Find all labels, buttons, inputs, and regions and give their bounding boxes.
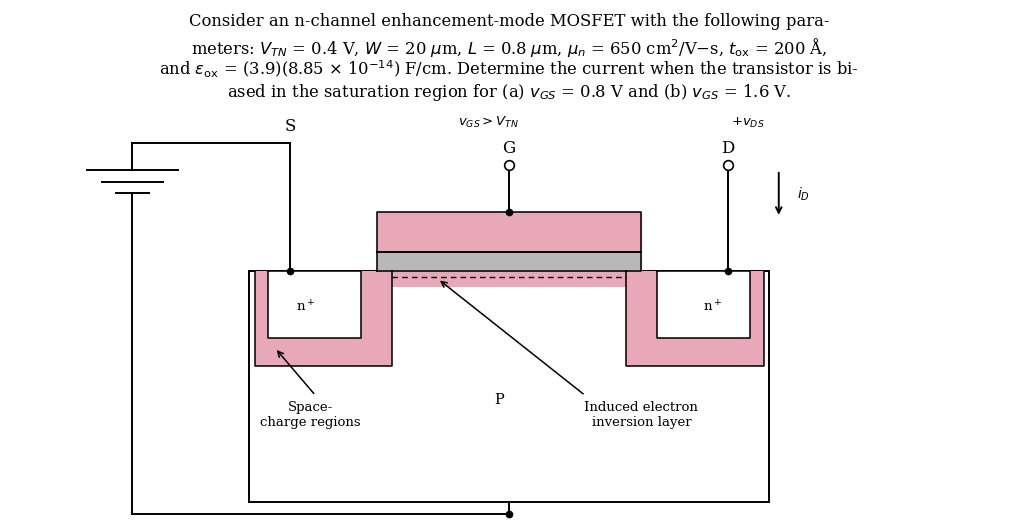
Polygon shape: [657, 271, 750, 338]
Text: G: G: [503, 140, 515, 157]
Text: P: P: [494, 393, 504, 407]
Text: Induced electron
inversion layer: Induced electron inversion layer: [584, 401, 698, 429]
Text: n$^+$: n$^+$: [296, 299, 315, 314]
Polygon shape: [392, 271, 626, 284]
Text: D: D: [721, 140, 735, 157]
Text: $i_D$: $i_D$: [797, 185, 810, 202]
Text: $+v_{DS}$: $+v_{DS}$: [731, 116, 766, 130]
Text: $v_{GS} > V_{TN}$: $v_{GS} > V_{TN}$: [458, 115, 519, 130]
Polygon shape: [268, 271, 361, 338]
Text: Space-
charge regions: Space- charge regions: [261, 401, 360, 429]
Polygon shape: [377, 252, 641, 271]
Text: and $\epsilon_{\rm ox}$ = (3.9)(8.85 $\times$ 10$^{-14}$) F/cm. Determine the cu: and $\epsilon_{\rm ox}$ = (3.9)(8.85 $\t…: [159, 59, 859, 80]
Text: S: S: [284, 118, 296, 135]
Bar: [249, 271, 769, 502]
Text: ased in the saturation region for (a) $v_{GS}$ = 0.8 V and (b) $v_{GS}$ = 1.6 V.: ased in the saturation region for (a) $v…: [227, 82, 791, 103]
Polygon shape: [626, 271, 764, 366]
Polygon shape: [254, 271, 392, 366]
Text: n$^+$: n$^+$: [703, 299, 722, 314]
Text: meters: $V_{TN}$ = 0.4 V, $W$ = 20 $\mu$m, $L$ = 0.8 $\mu$m, $\mu_n$ = 650 cm$^2: meters: $V_{TN}$ = 0.4 V, $W$ = 20 $\mu$…: [191, 36, 827, 59]
Polygon shape: [377, 271, 641, 287]
Text: Consider an n-channel enhancement-mode MOSFET with the following para-: Consider an n-channel enhancement-mode M…: [188, 13, 830, 30]
Polygon shape: [377, 212, 641, 252]
